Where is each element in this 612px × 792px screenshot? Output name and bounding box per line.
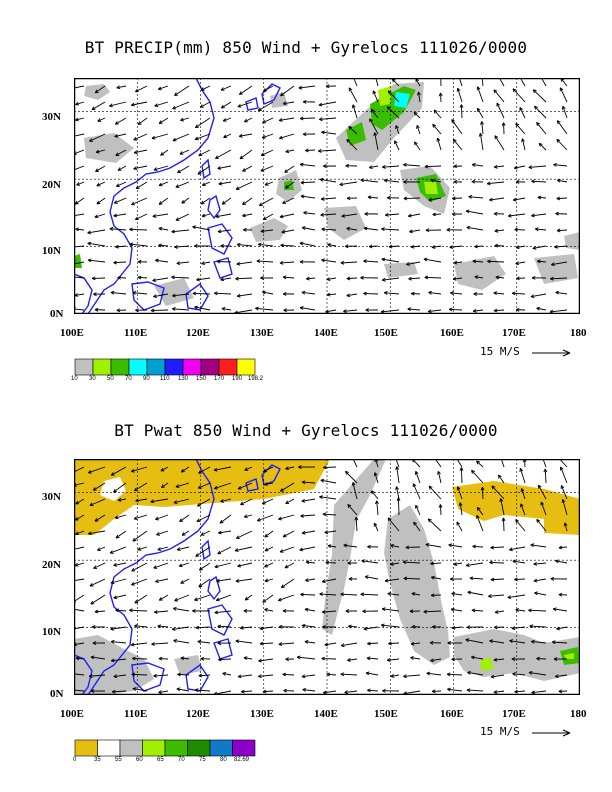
lat-label-10n: 10N	[42, 626, 61, 638]
cbar1-label: 150	[196, 376, 207, 382]
cbar1-label: 30	[89, 376, 96, 382]
colorbar-swatch	[74, 739, 98, 757]
colorbar-swatch	[142, 739, 166, 757]
lon-label-130e: 130E	[250, 708, 274, 720]
lon-label-180: 180	[570, 327, 587, 339]
colorbar-swatch	[74, 358, 94, 376]
lat-label-20n: 20N	[42, 179, 61, 191]
colorbar-swatch	[209, 739, 233, 757]
colorbar-swatch	[119, 739, 143, 757]
lon-label-170e: 170E	[502, 327, 526, 339]
cbar2-label: 60	[136, 757, 143, 763]
pwat-map	[74, 459, 580, 695]
vector-scale-arrow	[532, 349, 571, 357]
precip-colorbar-labels: 10 30 50 70 90 110 130 150 170 190 198.2	[0, 376, 612, 386]
lon-label-130e: 130E	[250, 327, 274, 339]
cbar2-label: 75	[199, 757, 206, 763]
map-frame	[74, 78, 580, 314]
panel1-title: BT PRECIP(mm) 850 Wind + Gyrelocs 111026…	[84, 38, 528, 57]
colorbar-swatch	[128, 358, 148, 376]
precip-colorbar	[74, 358, 256, 376]
lon-label-110e: 110E	[124, 327, 148, 339]
colorbar-swatch	[218, 358, 238, 376]
colorbar-swatch	[164, 739, 188, 757]
cbar1-label: 198.2	[248, 376, 264, 382]
cbar2-label: 65	[157, 757, 164, 763]
wind-vectors	[74, 78, 568, 314]
cbar1-label: 70	[125, 376, 132, 382]
lat-label-20n: 20N	[42, 559, 61, 571]
lon-label-160e: 160E	[440, 708, 464, 720]
vector-scale-arrow	[532, 729, 571, 737]
lon-label-160e: 160E	[440, 327, 464, 339]
grid-lines	[74, 78, 580, 314]
pwat-colorbar	[74, 739, 256, 757]
cbar2-label: 55	[115, 757, 122, 763]
lon-label-100e: 100E	[60, 708, 84, 720]
cbar1-label: 50	[107, 376, 114, 382]
colorbar-swatch	[97, 739, 121, 757]
lon-label-110e: 110E	[124, 708, 148, 720]
map-frame	[74, 459, 580, 695]
lon-label-180: 180	[570, 708, 587, 720]
lat-label-30n: 30N	[42, 111, 61, 123]
cbar2-label: 0	[73, 757, 77, 763]
cbar1-label: 190	[232, 376, 243, 382]
pwat-colorbar-labels: 0 35 55 60 65 70 75 80 82.69	[0, 757, 612, 767]
lon-label-140e: 140E	[314, 708, 338, 720]
lat-label-0n: 0N	[50, 308, 64, 320]
lon-label-150e: 150E	[374, 327, 398, 339]
lon-label-150e: 150E	[374, 708, 398, 720]
cbar1-label: 90	[143, 376, 150, 382]
panel2-title: BT Pwat 850 Wind + Gyrelocs 111026/0000	[114, 421, 498, 440]
colorbar-swatch	[232, 739, 256, 757]
colorbar-swatch	[200, 358, 220, 376]
colorbar-swatch	[110, 358, 130, 376]
lon-label-140e: 140E	[314, 327, 338, 339]
cbar2-label: 35	[94, 757, 101, 763]
colorbar-swatch	[187, 739, 211, 757]
colorbar-swatch	[182, 358, 202, 376]
precip-shading	[74, 82, 580, 306]
cbar1-label: 10	[71, 376, 78, 382]
lat-label-10n: 10N	[42, 245, 61, 257]
lat-label-0n: 0N	[50, 688, 64, 700]
vector-scale-label: 15 M/S	[480, 725, 520, 738]
colorbar-swatch	[146, 358, 166, 376]
vector-scale-label: 15 M/S	[480, 345, 520, 358]
cbar2-label: 80	[220, 757, 227, 763]
lon-label-100e: 100E	[60, 327, 84, 339]
cbar2-label: 82.69	[234, 757, 250, 763]
colorbar-swatch	[164, 358, 184, 376]
cbar2-label: 70	[178, 757, 185, 763]
cbar1-label: 110	[160, 376, 170, 382]
lat-label-30n: 30N	[42, 491, 61, 503]
lon-label-120e: 120E	[186, 708, 210, 720]
cbar1-label: 130	[178, 376, 189, 382]
colorbar-swatch	[92, 358, 112, 376]
colorbar-swatch	[236, 358, 256, 376]
precip-map	[74, 78, 580, 314]
lon-label-120e: 120E	[186, 327, 210, 339]
lon-label-170e: 170E	[502, 708, 526, 720]
cbar1-label: 170	[214, 376, 225, 382]
